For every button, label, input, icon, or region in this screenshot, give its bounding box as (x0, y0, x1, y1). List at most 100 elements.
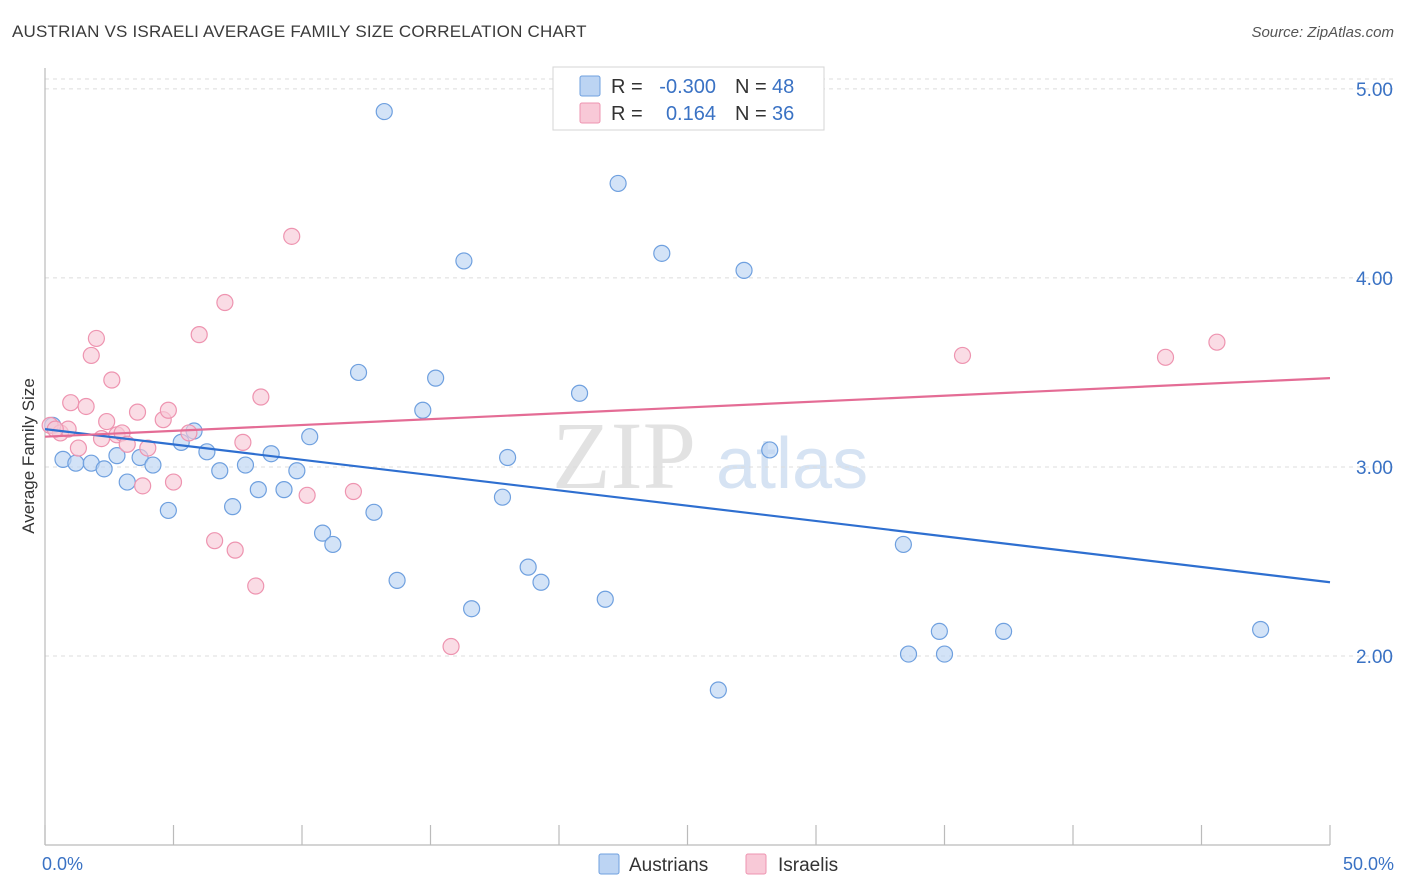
bottom-legend-swatch-austrians (598, 853, 620, 875)
correlation-legend: R = -0.300 N = 48 R = 0.164 N = 36 (552, 66, 825, 131)
source-label: Source: ZipAtlas.com (1251, 24, 1394, 41)
grid-layer (45, 78, 1394, 657)
legend-r-label-austrians: R = (611, 76, 643, 98)
austrian-point (1252, 620, 1270, 639)
israeli-point (344, 482, 362, 501)
y-tick-label: 4.00 (1356, 269, 1393, 290)
israeli-trend-line (44, 377, 1331, 438)
legend-n-label-austrians: N = (735, 76, 767, 98)
austrian-point (288, 462, 306, 480)
austrian-point (414, 401, 432, 419)
austrian-point (198, 443, 216, 461)
austrian-point (324, 535, 342, 554)
austrian-point (499, 448, 517, 467)
austrian-point (95, 460, 113, 478)
israeli-point (69, 439, 88, 457)
bottom-legend-swatch-israelis (745, 853, 767, 875)
legend-r-value-austrians: -0.300 (659, 76, 716, 98)
austrian-point (262, 445, 280, 463)
austrian-point (935, 645, 954, 663)
legend-swatch-israelis (579, 102, 601, 124)
austrian-point (570, 384, 589, 402)
austrian-point (995, 622, 1013, 641)
austrian-point (735, 261, 753, 279)
austrian-point (455, 252, 473, 270)
austrian-point (519, 558, 537, 576)
austrian-point (144, 456, 162, 474)
legend-swatch-austrians (579, 75, 601, 97)
israeli-point (164, 473, 183, 491)
legend-r-value-israelis: 0.164 (666, 103, 716, 125)
austrian-point (108, 447, 126, 465)
israeli-point (159, 401, 177, 419)
austrian-point (67, 454, 85, 472)
austrian-point (301, 428, 319, 446)
israeli-point (442, 637, 460, 656)
israeli-point (1208, 333, 1226, 351)
watermark-zip: ZIP (552, 402, 696, 509)
austrian-point (894, 535, 912, 554)
israeli-point (139, 439, 157, 457)
austrian-point (349, 363, 368, 382)
bottom-legend-label-austrians: Austrians (629, 855, 708, 876)
watermark-atlas: atlas (716, 424, 868, 504)
austrian-point (930, 622, 948, 641)
israeli-point (953, 346, 972, 365)
austrian-point (899, 645, 918, 663)
israeli-point (1156, 348, 1175, 366)
austrian-point (609, 174, 627, 193)
israeli-point (82, 346, 100, 365)
chart-title: AUSTRIAN VS ISRAELI AVERAGE FAMILY SIZE … (12, 22, 587, 41)
bottom-legend-label-israelis: Israelis (778, 855, 838, 876)
israeli-point (216, 293, 234, 312)
y-tick-label: 3.00 (1356, 458, 1393, 479)
legend-n-value-austrians: 48 (772, 76, 794, 98)
austrian-point (653, 244, 671, 262)
y-tick-label: 2.00 (1356, 647, 1393, 668)
israeli-point (103, 371, 121, 389)
israeli-point (98, 412, 116, 431)
israeli-point (283, 227, 301, 245)
austrian-point (532, 573, 550, 591)
israeli-point (77, 397, 95, 416)
axis-layer: 2.00 3.00 4.00 5.00 (44, 68, 1393, 846)
austrian-point (709, 681, 727, 699)
austrian-point (159, 501, 177, 520)
austrian-trend-line (44, 428, 1331, 584)
legend-n-label-israelis: N = (735, 103, 767, 125)
israeli-point (226, 541, 244, 559)
israeli-point (234, 433, 252, 451)
austrian-point (236, 456, 255, 474)
israeli-point (252, 388, 270, 406)
austrian-point (365, 503, 383, 521)
austrian-point (375, 102, 393, 121)
points-layer (41, 102, 1270, 699)
israeli-point (247, 577, 265, 595)
x-tick-label-max: 50.0% (1343, 854, 1394, 874)
israeli-point (298, 486, 316, 504)
israeli-point (190, 326, 208, 344)
israeli-point (180, 424, 198, 442)
austrian-point (118, 473, 136, 491)
series-legend: Austrians Israelis (598, 853, 838, 876)
austrian-point (761, 441, 779, 459)
legend-r-label-israelis: R = (611, 103, 643, 125)
austrian-point (211, 462, 229, 480)
legend-n-value-israelis: 36 (772, 103, 794, 125)
israeli-point (128, 403, 147, 421)
austrian-point (249, 481, 267, 499)
israeli-point (87, 329, 106, 348)
austrian-point (224, 498, 242, 516)
austrian-point (463, 600, 481, 618)
austrian-point (427, 369, 445, 387)
y-axis-label: Average Family Size (19, 378, 38, 534)
austrian-point (388, 571, 406, 589)
trend-layer (44, 377, 1331, 584)
austrian-point (596, 590, 614, 608)
israeli-point (134, 477, 152, 495)
israeli-point (62, 394, 80, 412)
austrian-point (275, 481, 293, 499)
israeli-point (206, 532, 224, 550)
austrian-point (493, 488, 512, 506)
